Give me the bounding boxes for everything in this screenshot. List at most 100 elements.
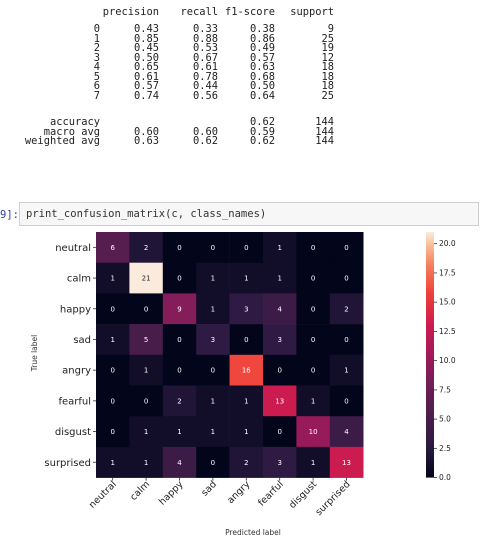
code-cell[interactable]: 9]: print_confusion_matrix(c, class_name… — [0, 198, 483, 232]
heatmap-cell — [263, 446, 297, 478]
heatmap-cell-value: 1 — [311, 459, 315, 467]
heatmap-cell-value: 16 — [242, 367, 251, 375]
heatmap-cell — [162, 293, 197, 325]
report-cell-f1: 0.50 — [249, 80, 275, 93]
heatmap-cell — [162, 262, 197, 294]
heatmap-cell-value: 0 — [344, 244, 348, 252]
y-tick-label: disgust — [55, 427, 91, 438]
heatmap-cell-value: 9 — [177, 305, 181, 313]
heatmap-cell — [162, 354, 197, 386]
cell-prompt: 9]: — [0, 209, 19, 221]
report-cell-recall: 0.61 — [192, 61, 218, 74]
heatmap-cell-value: 0 — [344, 397, 348, 405]
heatmap-cell — [96, 232, 130, 263]
heatmap-cell-value: 1 — [110, 459, 114, 467]
report-cell-recall: 0.62 — [192, 135, 218, 148]
rows-row: 1 0.85 0.88 0.86 25 — [22, 32, 334, 45]
y-tick-label: happy — [60, 304, 91, 315]
heatmap-cell — [129, 446, 164, 478]
heatmap-cell — [329, 354, 364, 386]
heatmap-cell — [296, 324, 331, 356]
heatmap-cell — [162, 416, 197, 448]
report-cell-f1: 0.86 — [249, 32, 275, 45]
heatmap-cell — [96, 446, 130, 478]
report-cell-recall: 0.88 — [192, 32, 218, 45]
heatmap-cell — [162, 446, 197, 478]
colorbar-tick-label: 7.5 — [439, 385, 451, 394]
heatmap-cell — [263, 324, 297, 356]
header-f1-score: f1-score — [224, 6, 275, 18]
heatmap-cell-value: 1 — [277, 244, 281, 252]
heatmap-cell — [196, 293, 230, 325]
heatmap-cell-value: 0 — [211, 244, 215, 252]
report-cell-f1: 0.62 — [249, 116, 275, 129]
classification-report-output: precision recall f1-score support 0 0.43 0… — [0, 0, 483, 192]
report-cell-support: 25 — [321, 89, 334, 102]
heatmap-cell-value: 4 — [277, 305, 282, 313]
report-cell-support: 18 — [321, 61, 334, 74]
heatmap-cell-value: 2 — [177, 397, 181, 405]
report-cell-precision: 0.63 — [133, 135, 159, 148]
report-cell-label: 7 — [93, 89, 100, 102]
heatmap-cell-value: 1 — [277, 275, 281, 283]
heatmap-cell-value: 0 — [110, 305, 114, 313]
x-tick-label: calm — [128, 479, 152, 503]
heatmap-cell — [162, 232, 197, 263]
heatmap-cell-value: 1 — [244, 397, 248, 405]
heatmap-cell-value: 3 — [277, 459, 281, 467]
report-cell-label: 6 — [93, 80, 100, 93]
heatmap-cell-value: 13 — [275, 397, 284, 405]
report-cell-precision: 0.60 — [133, 125, 159, 138]
code-input-area[interactable]: print_confusion_matrix(c, class_names) — [19, 202, 479, 226]
heatmap-cell-value: 0 — [244, 336, 248, 344]
heatmap-cell — [263, 262, 297, 294]
report-cell-precision: 0.45 — [133, 42, 159, 55]
colorbar-tick-label: 15.0 — [439, 298, 456, 307]
report-cell-recall: 0.33 — [192, 23, 218, 35]
heatmap-cell — [196, 385, 230, 417]
x-tick-label: sad — [199, 479, 219, 499]
confusion-matrix-chart: 6 2 0 0 0 1 0 01 21 0 1 1 1 0 00 0 9 1 3 4 0 21 5 0 3 0 3 0 00 1 0 0 16 0… — [30, 232, 456, 537]
heatmap-cell — [96, 324, 130, 356]
heatmap-cell-value: 3 — [244, 305, 248, 313]
heatmap-cell — [196, 354, 230, 386]
heatmap-cell-value: 0 — [110, 367, 114, 375]
y-axis-label: True label — [30, 335, 39, 372]
report-cell-label: accuracy — [49, 116, 100, 129]
report-cell-precision: 0.50 — [133, 51, 159, 64]
heatmap-cell — [229, 324, 264, 356]
report-cell-f1: 0.62 — [249, 135, 275, 148]
heatmap-cell-value: 21 — [142, 275, 151, 283]
report-cell-f1: 0.63 — [249, 61, 275, 74]
heatmap-cell — [96, 262, 130, 294]
heatmap-cell-value: 0 — [177, 275, 181, 283]
report-cell-f1: 0.57 — [249, 51, 275, 64]
heatmap-cell — [329, 446, 364, 478]
heatmap-cell-value: 1 — [110, 336, 114, 344]
rows-row: 4 0.65 0.61 0.63 18 — [22, 61, 334, 74]
y-tick-label: neutral — [55, 243, 91, 254]
report-cell-support: 144 — [315, 125, 334, 138]
heatmap-cell-value: 0 — [110, 428, 114, 436]
heatmap-cell-value: 0 — [311, 367, 315, 375]
report-cell-label: weighted avg — [24, 135, 100, 148]
heatmap-cell — [263, 293, 297, 325]
heatmap-cell-value: 3 — [277, 336, 281, 344]
heatmap-cell-value: 2 — [144, 244, 148, 252]
heatmap-cell-value: 0 — [144, 397, 148, 405]
report-cell-support: 18 — [321, 70, 334, 83]
heatmap-cell — [296, 232, 331, 263]
x-tick-label: angry — [225, 479, 252, 506]
heatmap-cell — [196, 446, 230, 478]
heatmap-cell-value: 0 — [311, 305, 315, 313]
heatmap-cell — [129, 385, 164, 417]
heatmap-cell — [263, 385, 297, 417]
heatmap-cell-value: 0 — [177, 244, 181, 252]
heatmap-cell-value: 1 — [177, 428, 181, 436]
report-cell-precision: 0.43 — [133, 23, 159, 35]
heatmap-cell — [329, 232, 364, 263]
heatmap-cell-value: 4 — [344, 428, 349, 436]
code-text[interactable]: print_confusion_matrix(c, class_names) — [26, 208, 267, 220]
x-tick-label: surprised — [314, 479, 353, 518]
report-cell-recall: 0.56 — [192, 89, 218, 102]
